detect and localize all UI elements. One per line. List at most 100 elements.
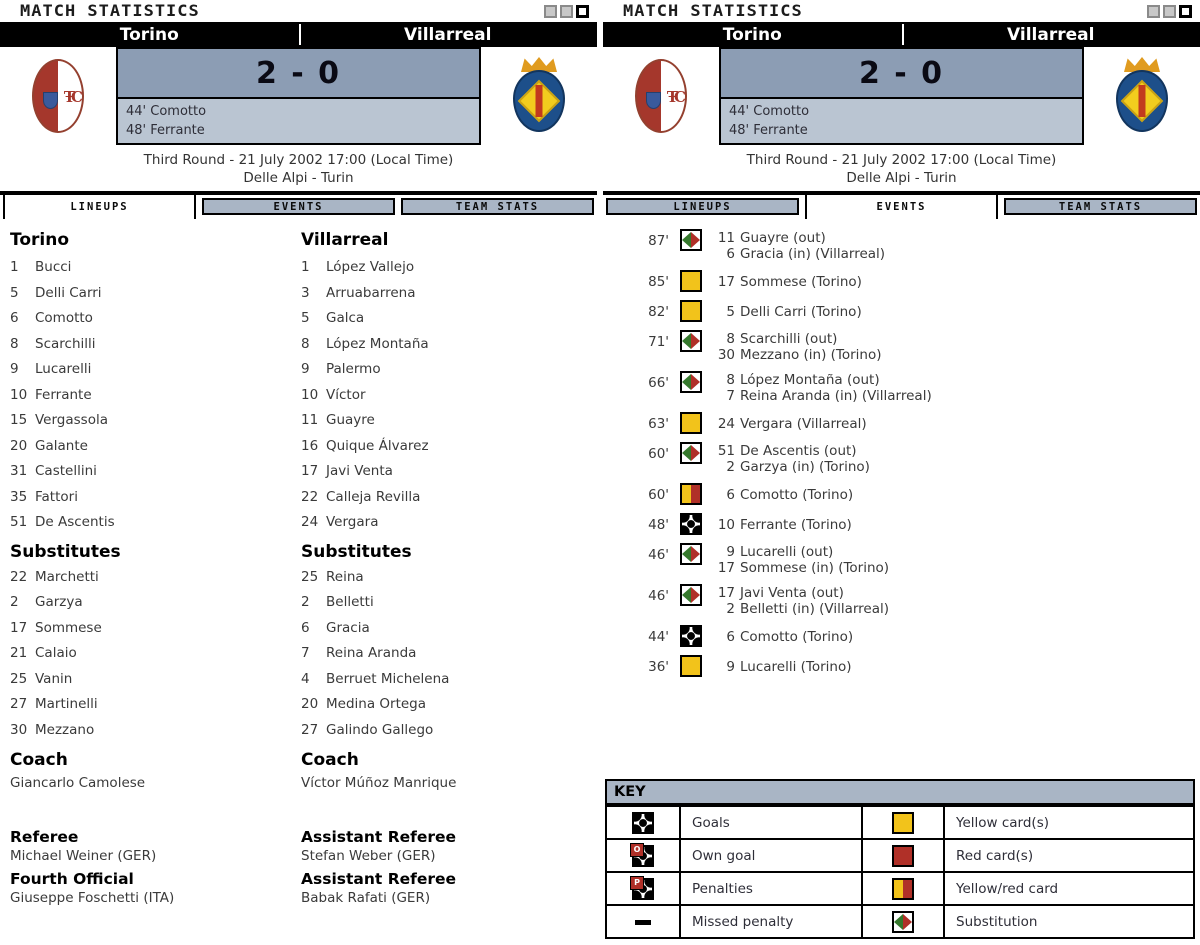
player-number: 9	[10, 361, 19, 377]
event-player-text: De Ascentis (out)	[740, 443, 857, 459]
player-number: 10	[10, 386, 28, 403]
player-name: Garzya	[35, 594, 83, 610]
match-officials: Referee Michael Weiner (GER) Fourth Offi…	[0, 823, 597, 912]
event-line: 24 Vergara (Villarreal)	[713, 416, 867, 432]
player-number: 3	[301, 284, 310, 301]
panel-title-bar: MATCH STATISTICS	[603, 0, 1200, 22]
event-player-text: López Montaña (out)	[740, 372, 880, 388]
key-label: Goals	[679, 807, 861, 838]
key-icon	[630, 875, 654, 900]
venue-info: Delle Alpi - Turin	[846, 170, 957, 186]
event-player-number: 8	[726, 372, 735, 388]
player-row: 17 Javi Venta	[301, 463, 592, 489]
window-square-icon[interactable]	[560, 4, 573, 18]
substitute-row: 7 Reina Aranda	[301, 645, 592, 671]
event-row: 60' 51 De Ascentis (out) 2 Garzy	[603, 442, 1200, 475]
event-line: 51 De Ascentis (out)	[713, 443, 870, 459]
event-icon	[680, 412, 702, 434]
event-icon	[680, 655, 702, 677]
event-line: 8 López Montaña (out)	[713, 372, 932, 388]
player-number: 24	[301, 514, 319, 530]
tab-team-stats[interactable]: TEAM STATS	[1004, 198, 1197, 215]
player-name: López Montaña	[326, 335, 429, 352]
player-name: Vanin	[35, 670, 73, 687]
window-square-icon[interactable]	[1147, 4, 1160, 18]
score: 2 - 0	[721, 49, 1082, 99]
player-row: 20 Galante	[10, 438, 301, 464]
event-row: 71' 8 Scarchilli (out) 30 Mezzan	[603, 330, 1200, 363]
player-name: Arruabarrena	[326, 284, 416, 301]
event-line: 2 Belletti (in) (Villarreal)	[713, 601, 889, 617]
player-number: 7	[301, 645, 310, 661]
substitute-row: 20 Medina Ortega	[301, 696, 592, 722]
score-area: 2 - 0 44' Comotto 48' Ferrante	[0, 47, 597, 145]
key-icon	[630, 842, 654, 867]
away-team-name: Villarreal	[404, 24, 492, 45]
tab-lineups[interactable]: LINEUPS	[606, 198, 799, 215]
player-name: Castellini	[35, 463, 97, 479]
player-number: 6	[10, 310, 19, 326]
event-icon	[680, 625, 702, 647]
player-name: Berruet Michelena	[326, 670, 450, 687]
official-role: Referee	[10, 828, 79, 846]
event-player-text: Scarchilli (out)	[740, 331, 838, 347]
event-row: 46' 9 Lucarelli (out) 17 Sommese	[603, 543, 1200, 576]
player-name: López Vallejo	[326, 259, 415, 275]
substitute-row: 17 Sommese	[10, 620, 301, 646]
official-name: Babak Rafati (GER)	[301, 890, 431, 906]
event-player-text: Lucarelli (Torino)	[740, 658, 852, 675]
window-square-icon[interactable]	[544, 4, 557, 18]
lineups-columns: Torino 1 Bucci 5 Delli Carri	[0, 217, 597, 799]
scorer-line: 44' Comotto	[729, 104, 810, 119]
player-number: 35	[10, 488, 28, 505]
substitute-row: 30 Mezzano	[10, 722, 301, 748]
tab-lineups[interactable]: LINEUPS	[3, 195, 196, 219]
player-row: 3 Arruabarrena	[301, 285, 592, 311]
event-row: 66' 8 López Montaña (out) 7 Rein	[603, 371, 1200, 404]
event-player-number: 6	[726, 628, 735, 645]
player-name: Víctor	[326, 386, 366, 403]
event-player-text: Belletti (in) (Villarreal)	[740, 601, 890, 617]
player-row: 5 Delli Carri	[10, 285, 301, 311]
window-square-icon[interactable]	[1179, 4, 1192, 18]
tab-team-stats[interactable]: TEAM STATS	[401, 198, 594, 215]
official-name: Giuseppe Foschetti (ITA)	[10, 890, 175, 906]
round-info: Third Round - 21 July 2002 17:00 (Local …	[143, 152, 454, 168]
player-row: 22 Calleja Revilla	[301, 489, 592, 515]
official-block: Assistant Referee Babak Rafati (GER)	[301, 870, 592, 906]
tab-events[interactable]: EVENTS	[202, 198, 395, 215]
player-number: 27	[301, 721, 319, 738]
home-team-name: Torino	[722, 24, 782, 45]
window-square-icon[interactable]	[576, 4, 589, 18]
event-time: 66'	[648, 375, 669, 391]
player-number: 17	[301, 463, 319, 479]
player-row: 10 Ferrante	[10, 387, 301, 413]
player-number: 4	[301, 670, 310, 687]
player-name: Sommese	[35, 619, 102, 636]
tab-bar: LINEUPS EVENTS TEAM STATS	[603, 193, 1200, 219]
villarreal-crest-icon	[510, 57, 568, 135]
event-icon	[680, 270, 702, 292]
player-row: 9 Palermo	[301, 361, 592, 387]
event-time: 44'	[648, 629, 669, 645]
event-player-text: Comotto (Torino)	[740, 486, 854, 503]
window-square-icon[interactable]	[1163, 4, 1176, 18]
event-player-number: 24	[717, 415, 735, 432]
substitute-row: 21 Calaio	[10, 645, 301, 671]
event-player-text: Comotto (Torino)	[740, 628, 854, 645]
event-time: 36'	[648, 659, 669, 675]
key-row: Goals Yellow card(s)	[607, 805, 1193, 838]
torino-crest-icon	[32, 59, 84, 133]
official-name: Stefan Weber (GER)	[301, 848, 436, 864]
player-number: 22	[10, 568, 28, 585]
score-box: 2 - 0 44' Comotto 48' Ferrante	[719, 47, 1084, 145]
event-icon	[680, 300, 702, 322]
tab-events[interactable]: EVENTS	[805, 195, 998, 219]
official-block: Assistant Referee Stefan Weber (GER)	[301, 828, 592, 864]
coach-heading: Coach	[10, 750, 68, 770]
key-label: Penalties	[679, 873, 861, 904]
official-role: Assistant Referee	[301, 828, 457, 846]
substitute-row: 22 Marchetti	[10, 569, 301, 595]
player-row: 16 Quique Álvarez	[301, 438, 592, 464]
key-icon	[892, 844, 914, 867]
